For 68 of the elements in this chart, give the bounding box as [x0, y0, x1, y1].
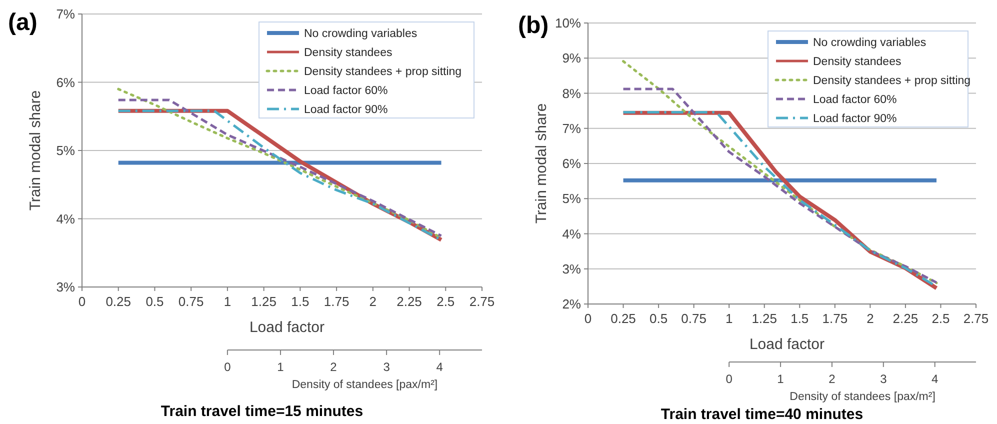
- x-tick-label: 2.5: [932, 311, 950, 326]
- x2-tick-label: 1: [277, 360, 284, 374]
- legend-label: Density standees + prop sitting: [304, 66, 462, 78]
- x-tick-label: 1.25: [251, 294, 276, 309]
- y-tick-label: 5%: [562, 191, 582, 206]
- legend-label: No crowding variables: [813, 37, 926, 50]
- x2-tick-label: 2: [828, 372, 836, 386]
- x2-tick-label: 3: [383, 360, 390, 374]
- text: Train travel time=15 minutes: [160, 403, 364, 420]
- legend-label: Density standees + prop sitting: [813, 75, 971, 88]
- x2-tick-label: 4: [932, 372, 939, 386]
- text: (a): [8, 9, 38, 36]
- x-tick-label: 0: [584, 311, 592, 326]
- legend-label: Load factor 60%: [813, 94, 897, 106]
- x-tick-label: 1.5: [291, 294, 310, 309]
- y-tick-label: 7%: [562, 120, 582, 136]
- text: Train travel time=40 minutes: [660, 406, 864, 423]
- x2-tick-label: 3: [880, 372, 888, 386]
- y-axis-title: Train modal share: [533, 103, 550, 224]
- x2-tick-label: 0: [726, 372, 733, 386]
- x-tick-label: 0.5: [146, 294, 164, 309]
- x2-tick-label: 1: [777, 372, 784, 386]
- x-tick-label: 0: [78, 294, 86, 309]
- x-axis-title: Load factor: [249, 319, 325, 336]
- x-tick-label: 2.25: [396, 294, 422, 309]
- x-tick-label: 0.25: [106, 294, 132, 309]
- y-tick-label: 7%: [56, 6, 76, 22]
- y-tick-label: 4%: [562, 226, 582, 242]
- y-tick-label: 10%: [554, 16, 582, 31]
- x-tick-label: 2.75: [469, 294, 495, 309]
- text: (b): [518, 12, 549, 39]
- x-tick-label: 2.5: [436, 294, 455, 309]
- x-tick-label: 0.75: [178, 294, 204, 309]
- x-tick-label: 1.5: [790, 311, 809, 326]
- y-tick-label: 5%: [56, 143, 76, 158]
- x-tick-label: 0.25: [610, 311, 636, 326]
- x-tick-label: 1.75: [822, 311, 848, 326]
- y-tick-label: 6%: [56, 74, 76, 90]
- x2-tick-label: 0: [224, 360, 232, 374]
- y-tick-label: 6%: [562, 156, 582, 172]
- y-tick-label: 3%: [56, 280, 76, 295]
- y-tick-label: 8%: [562, 86, 582, 101]
- y-tick-label: 2%: [562, 296, 582, 312]
- y-tick-label: 4%: [56, 211, 76, 226]
- x2-axis-title: Density of standees [pax/m²]: [292, 379, 438, 391]
- x-tick-label: 1: [224, 294, 232, 309]
- x-tick-label: 0.75: [681, 311, 706, 326]
- x2-tick-label: 2: [330, 360, 338, 374]
- legend-label: No crowding variables: [304, 28, 418, 40]
- y-tick-label: 3%: [562, 261, 582, 276]
- x-axis-title: Load factor: [749, 336, 825, 353]
- legend-label: Density standees: [304, 47, 392, 60]
- x-tick-label: 2.75: [963, 311, 989, 326]
- x-tick-label: 1.25: [752, 311, 778, 326]
- x-tick-label: 1: [725, 311, 733, 326]
- x-tick-label: 1.75: [324, 294, 350, 309]
- x-tick-label: 2: [369, 294, 377, 309]
- x-tick-label: 0.5: [650, 311, 668, 326]
- legend-label: Density standees: [813, 56, 902, 68]
- x-tick-label: 2.25: [892, 311, 918, 326]
- legend-label: Load factor 60%: [304, 85, 388, 98]
- y-axis-title: Train modal share: [27, 90, 44, 211]
- x2-axis-title: Density of standees [pax/m²]: [790, 391, 936, 403]
- legend-label: Load factor 90%: [304, 104, 388, 116]
- x2-tick-label: 4: [436, 360, 444, 374]
- x-tick-label: 2: [866, 311, 874, 326]
- legend-label: Load factor 90%: [813, 113, 897, 126]
- y-tick-label: 9%: [562, 50, 582, 66]
